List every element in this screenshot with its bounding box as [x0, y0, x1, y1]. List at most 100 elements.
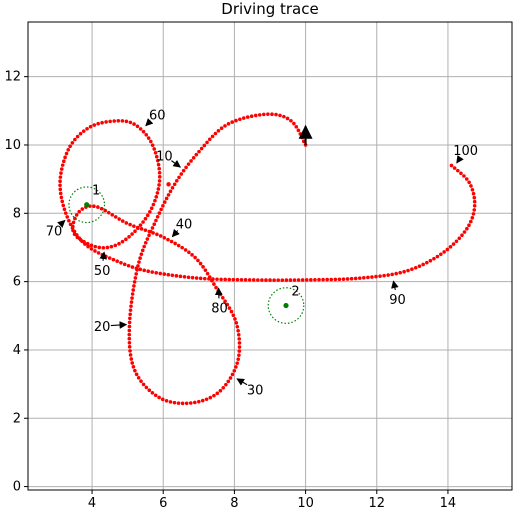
trace-point: [454, 239, 459, 244]
trace-point: [207, 137, 212, 142]
trace-point: [174, 274, 179, 278]
trace-point: [153, 198, 157, 203]
trace-point: [141, 129, 146, 134]
trace-point: [417, 264, 422, 268]
trace-point: [197, 149, 201, 154]
trace-point: [109, 244, 114, 249]
x-tick-label: 6: [159, 496, 167, 511]
trace-point: [292, 278, 297, 282]
trace-point: [86, 244, 90, 249]
trace-point: [80, 207, 85, 211]
chart-title: Driving trace: [221, 0, 318, 18]
trace-point: [249, 114, 254, 119]
trace-point: [465, 226, 469, 231]
trace-point: [227, 277, 232, 282]
trace-point: [183, 248, 188, 252]
trace-point: [132, 284, 136, 288]
annotation-label: 2: [291, 284, 299, 299]
trace-point: [294, 125, 299, 129]
trace-point: [112, 119, 117, 123]
trace-point: [119, 260, 123, 265]
trace-point: [64, 151, 69, 156]
trace-point: [105, 245, 110, 250]
annotation-arrow: [236, 378, 248, 386]
trace-point: [196, 258, 200, 263]
trace-point: [292, 121, 296, 126]
trace-point: [159, 207, 163, 212]
trace-point: [256, 278, 260, 282]
trace-point: [462, 230, 467, 234]
trace-point: [176, 401, 181, 405]
trace-point: [139, 379, 143, 383]
trace-point: [357, 276, 362, 280]
trace-point: [157, 183, 161, 187]
trace-point: [176, 243, 181, 248]
trace-point: [233, 317, 237, 321]
trace-point: [155, 232, 159, 237]
trace-point: [136, 376, 141, 380]
trace-point: [194, 152, 199, 157]
trace-point: [142, 268, 147, 273]
trace-point: [221, 295, 225, 300]
trace-point: [168, 400, 173, 404]
trace-point: [127, 328, 132, 333]
trace-point: [186, 162, 191, 166]
trace-point: [262, 112, 266, 117]
trace-point: [145, 213, 150, 218]
trace-point: [100, 120, 104, 125]
trace-point: [284, 278, 289, 282]
trace-point: [231, 277, 236, 282]
trace-point: [266, 112, 270, 116]
trace-point: [202, 276, 207, 281]
trace-point: [237, 345, 242, 349]
y-tick-label: 6: [13, 275, 21, 290]
trace-point: [129, 300, 134, 304]
trace-point: [71, 220, 76, 225]
trace-point: [134, 266, 139, 271]
trace-point: [435, 254, 440, 259]
annotation-label: 70: [46, 225, 63, 240]
trace-point: [70, 226, 75, 230]
trace-point: [207, 277, 211, 281]
annotation-label: 80: [211, 301, 228, 316]
annotation-arrow: [57, 219, 66, 228]
trace-point: [83, 242, 87, 246]
trace-point: [130, 292, 135, 296]
trace-point: [128, 316, 132, 321]
trace-point: [235, 277, 240, 282]
trace-point: [191, 155, 196, 160]
trace-point: [366, 275, 370, 280]
trace-point: [200, 398, 205, 403]
trace-point: [231, 313, 236, 318]
trace-point: [237, 337, 242, 341]
trace-point: [147, 229, 152, 234]
trace-point: [128, 308, 133, 312]
trace-point: [130, 265, 135, 269]
trace-point: [223, 124, 227, 128]
trace-point: [180, 401, 185, 406]
annotation-label: 90: [389, 293, 406, 308]
annotation-arrow: [145, 118, 154, 127]
trace-point: [96, 121, 100, 126]
trace-point: [155, 191, 160, 195]
trace-point: [362, 275, 366, 280]
trace-point: [132, 122, 136, 126]
trace-point: [180, 245, 184, 250]
trace-point: [187, 250, 191, 255]
trace-point: [172, 182, 177, 187]
trace-point: [164, 398, 169, 403]
trace-point: [124, 119, 129, 124]
trace-point: [472, 199, 477, 204]
trace-point: [268, 278, 272, 282]
trace-point: [166, 272, 171, 277]
x-tick-label: 10: [297, 496, 314, 511]
trace-point: [134, 372, 139, 377]
trace-point: [150, 270, 154, 274]
trace-point: [215, 391, 220, 396]
trace-point: [61, 203, 66, 208]
trace-point: [204, 397, 209, 402]
trace-point: [203, 268, 208, 272]
trace-point: [74, 233, 79, 237]
trace-point: [445, 247, 450, 252]
trace-point: [153, 393, 158, 398]
